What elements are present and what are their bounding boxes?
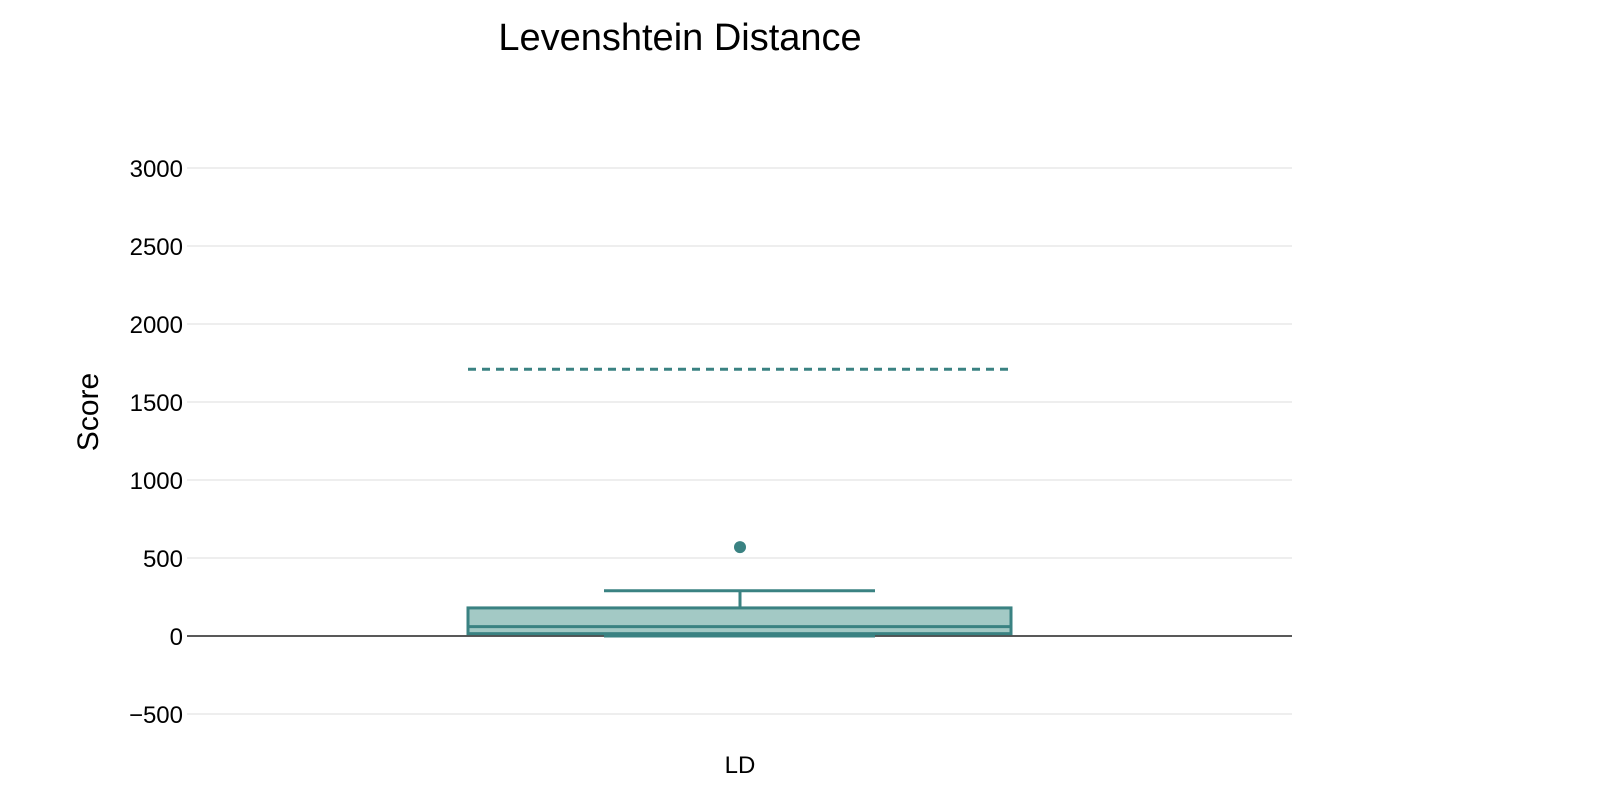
y-tick-labels: −500 0 500 1000 1500 2000 2500 3000 [129,156,183,729]
box-plot [466,367,1013,638]
iqr-box [466,606,1013,636]
chart-title: Levenshtein Distance [498,17,861,59]
y-tick-label: −500 [129,702,183,729]
y-tick-label: 0 [170,624,183,651]
y-tick-label: 1000 [130,468,183,495]
y-axis-title: Score [72,373,105,451]
y-tick-label: 2500 [130,234,183,261]
outlier-point [734,541,746,554]
y-tick-label: 1500 [130,390,183,417]
grid-layer [187,167,1292,715]
x-category-label: LD [725,752,756,779]
y-tick-label: 2000 [130,312,183,339]
y-tick-label: 3000 [130,156,183,183]
y-tick-label: 500 [143,546,183,573]
